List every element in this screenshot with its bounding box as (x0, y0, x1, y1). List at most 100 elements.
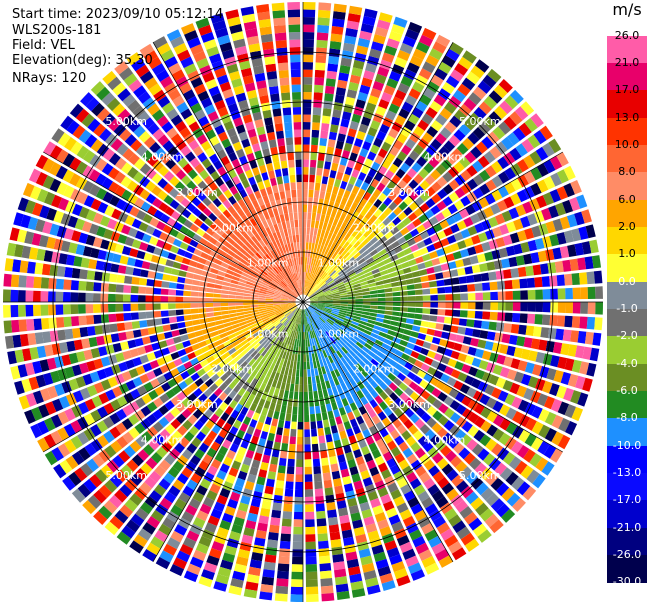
velocity-gate (250, 304, 259, 308)
velocity-gate (176, 315, 185, 322)
velocity-gate (311, 322, 316, 330)
velocity-gate (113, 123, 127, 137)
velocity-gate (177, 49, 191, 62)
velocity-gate (335, 492, 346, 502)
velocity-gate (593, 270, 603, 284)
velocity-gate (173, 374, 184, 384)
velocity-gate (179, 127, 191, 139)
velocity-gate (311, 436, 318, 445)
velocity-gate (24, 231, 35, 245)
velocity-gate (304, 279, 307, 288)
velocity-gate (336, 281, 344, 287)
velocity-gate (512, 312, 521, 323)
velocity-gate (368, 282, 377, 288)
velocity-gate (239, 349, 248, 358)
velocity-gate (271, 268, 278, 276)
velocity-gate (116, 274, 125, 284)
velocity-gate (280, 281, 287, 287)
velocity-gate (269, 362, 276, 371)
velocity-gate (505, 471, 519, 486)
velocity-gate (128, 368, 139, 379)
velocity-gate (286, 197, 292, 206)
velocity-gate (423, 87, 436, 100)
velocity-gate (373, 198, 383, 208)
velocity-gate (373, 272, 382, 279)
velocity-gate (232, 141, 243, 152)
velocity-gate (316, 308, 324, 314)
velocity-gate (275, 322, 282, 329)
velocity-gate (318, 548, 330, 557)
velocity-gate (572, 302, 581, 314)
velocity-gate (199, 359, 209, 368)
velocity-gate (504, 95, 519, 110)
velocity-gate (214, 67, 227, 78)
velocity-gate (484, 513, 499, 528)
velocity-gate (199, 478, 212, 490)
velocity-gate (331, 290, 340, 294)
velocity-gate (146, 515, 161, 529)
velocity-gate (396, 502, 409, 514)
velocity-gate (293, 242, 297, 251)
velocity-gate (347, 235, 355, 244)
velocity-gate (259, 357, 267, 365)
velocity-gate (470, 146, 483, 159)
velocity-gate (454, 109, 467, 122)
velocity-gate (367, 168, 377, 178)
velocity-gate (55, 278, 65, 290)
velocity-gate (235, 292, 244, 296)
velocity-gate (393, 16, 408, 28)
velocity-gate (295, 159, 302, 168)
velocity-gate (441, 81, 456, 95)
velocity-gate (93, 358, 104, 370)
velocity-gate (308, 315, 313, 323)
velocity-gate (280, 317, 288, 324)
velocity-gate (405, 278, 414, 285)
velocity-gate (140, 328, 149, 337)
velocity-gate (315, 276, 321, 284)
velocity-gate (222, 364, 231, 373)
velocity-gate (331, 311, 339, 316)
velocity-gate (294, 308, 299, 315)
velocity-gate (381, 323, 390, 329)
velocity-gate (279, 282, 287, 288)
velocity-gate (185, 151, 196, 163)
velocity-gate (332, 109, 342, 119)
velocity-gate (290, 293, 297, 298)
velocity-gate (183, 309, 192, 315)
velocity-gate (200, 251, 209, 260)
velocity-gate (481, 136, 494, 150)
velocity-gate (308, 291, 315, 298)
velocity-gate (279, 316, 287, 323)
velocity-gate (152, 160, 164, 172)
velocity-gate (301, 287, 303, 295)
velocity-gate (297, 354, 301, 362)
velocity-gate (253, 428, 262, 438)
velocity-gate (316, 291, 324, 296)
velocity-gate (114, 243, 125, 254)
velocity-gate (305, 249, 308, 258)
velocity-gate (164, 82, 178, 95)
velocity-gate (196, 335, 205, 343)
velocity-gate (277, 419, 285, 428)
velocity-gate (368, 223, 377, 233)
velocity-gate (535, 289, 543, 300)
velocity-gate (321, 313, 329, 319)
velocity-gate (93, 382, 105, 394)
velocity-gate (166, 108, 179, 120)
colorbar-segment (607, 117, 647, 146)
velocity-gate (64, 266, 73, 278)
velocity-gate (450, 242, 460, 252)
velocity-gate (206, 369, 216, 378)
velocity-gate (334, 439, 342, 449)
velocity-gate (413, 319, 422, 326)
velocity-gate (407, 296, 416, 301)
velocity-gate (147, 270, 156, 279)
velocity-gate (281, 526, 292, 535)
velocity-gate (194, 163, 205, 174)
velocity-gate (312, 122, 320, 131)
velocity-gate (368, 442, 378, 453)
velocity-gate (193, 324, 202, 332)
velocity-gate (108, 283, 117, 293)
velocity-gate (360, 116, 371, 127)
velocity-gate (539, 125, 553, 141)
